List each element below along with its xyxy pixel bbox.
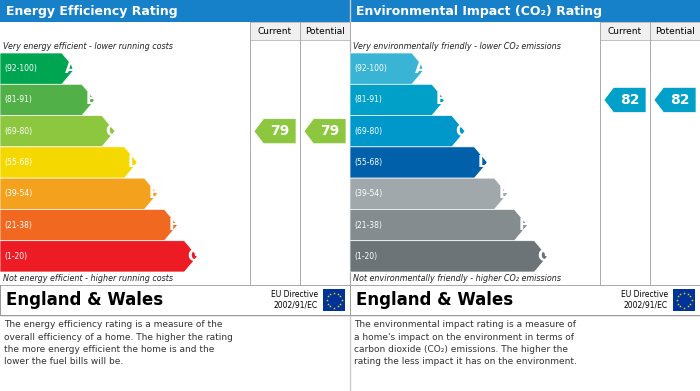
Text: (1-20): (1-20) xyxy=(4,252,27,261)
Text: Environmental Impact (CO₂) Rating: Environmental Impact (CO₂) Rating xyxy=(356,5,602,18)
Bar xyxy=(0,22,350,40)
Polygon shape xyxy=(654,88,696,113)
Bar xyxy=(673,289,695,311)
Text: EU Directive
2002/91/EC: EU Directive 2002/91/EC xyxy=(271,290,318,310)
Polygon shape xyxy=(0,53,75,84)
Text: Not energy efficient - higher running costs: Not energy efficient - higher running co… xyxy=(3,274,173,283)
Polygon shape xyxy=(0,178,158,210)
Polygon shape xyxy=(0,84,95,116)
Bar xyxy=(0,285,350,315)
Text: 82: 82 xyxy=(620,93,640,107)
Text: E: E xyxy=(148,186,159,201)
Text: A: A xyxy=(415,61,427,76)
Text: The energy efficiency rating is a measure of the
overall efficiency of a home. T: The energy efficiency rating is a measur… xyxy=(4,320,233,366)
Polygon shape xyxy=(0,210,178,241)
Text: The environmental impact rating is a measure of
a home's impact on the environme: The environmental impact rating is a mea… xyxy=(354,320,577,366)
Text: England & Wales: England & Wales xyxy=(356,291,513,309)
Bar xyxy=(350,0,700,22)
Text: F: F xyxy=(169,217,178,233)
Polygon shape xyxy=(350,178,508,210)
Text: (81-91): (81-91) xyxy=(4,95,32,104)
Text: (39-54): (39-54) xyxy=(354,189,382,198)
Text: 82: 82 xyxy=(670,93,690,107)
Polygon shape xyxy=(350,84,445,116)
Text: D: D xyxy=(477,155,490,170)
Text: E: E xyxy=(498,186,509,201)
Text: C: C xyxy=(106,124,117,139)
Text: (39-54): (39-54) xyxy=(4,189,32,198)
Bar xyxy=(350,22,700,40)
Bar xyxy=(300,22,350,40)
Text: (21-38): (21-38) xyxy=(4,221,32,230)
Bar xyxy=(0,22,350,315)
Polygon shape xyxy=(604,88,646,113)
Text: (92-100): (92-100) xyxy=(354,64,387,73)
Text: Energy Efficiency Rating: Energy Efficiency Rating xyxy=(6,5,178,18)
Polygon shape xyxy=(304,119,346,144)
Text: B: B xyxy=(85,92,97,108)
Polygon shape xyxy=(350,53,425,84)
Text: 79: 79 xyxy=(270,124,289,138)
Text: (69-80): (69-80) xyxy=(4,127,32,136)
Polygon shape xyxy=(0,147,137,178)
Text: Current: Current xyxy=(608,27,642,36)
Polygon shape xyxy=(0,241,197,272)
Polygon shape xyxy=(350,147,487,178)
Text: (1-20): (1-20) xyxy=(354,252,377,261)
Text: A: A xyxy=(65,61,77,76)
Text: (81-91): (81-91) xyxy=(354,95,382,104)
Bar xyxy=(0,22,350,285)
Text: Current: Current xyxy=(258,27,292,36)
Text: (55-68): (55-68) xyxy=(4,158,32,167)
Text: Very energy efficient - lower running costs: Very energy efficient - lower running co… xyxy=(3,42,173,51)
Bar xyxy=(323,289,345,311)
Bar xyxy=(600,22,650,40)
Text: B: B xyxy=(435,92,447,108)
Text: Potential: Potential xyxy=(305,27,345,36)
Text: G: G xyxy=(188,249,200,264)
Text: (69-80): (69-80) xyxy=(354,127,382,136)
Polygon shape xyxy=(350,116,465,147)
Text: F: F xyxy=(519,217,528,233)
Text: 79: 79 xyxy=(320,124,340,138)
Bar xyxy=(250,22,300,40)
Polygon shape xyxy=(350,210,528,241)
Text: Potential: Potential xyxy=(655,27,695,36)
Text: (55-68): (55-68) xyxy=(354,158,382,167)
Text: Very environmentally friendly - lower CO₂ emissions: Very environmentally friendly - lower CO… xyxy=(353,42,561,51)
Text: (92-100): (92-100) xyxy=(4,64,37,73)
Text: Not environmentally friendly - higher CO₂ emissions: Not environmentally friendly - higher CO… xyxy=(353,274,561,283)
Text: (21-38): (21-38) xyxy=(354,221,382,230)
Bar xyxy=(350,285,700,315)
Text: G: G xyxy=(538,249,550,264)
Text: England & Wales: England & Wales xyxy=(6,291,163,309)
Bar xyxy=(350,22,700,315)
Text: D: D xyxy=(127,155,140,170)
Bar xyxy=(650,22,700,40)
Polygon shape xyxy=(350,241,547,272)
Polygon shape xyxy=(0,116,115,147)
Polygon shape xyxy=(254,119,296,144)
Bar xyxy=(0,0,350,22)
Bar xyxy=(350,22,700,285)
Text: EU Directive
2002/91/EC: EU Directive 2002/91/EC xyxy=(621,290,668,310)
Text: C: C xyxy=(456,124,467,139)
